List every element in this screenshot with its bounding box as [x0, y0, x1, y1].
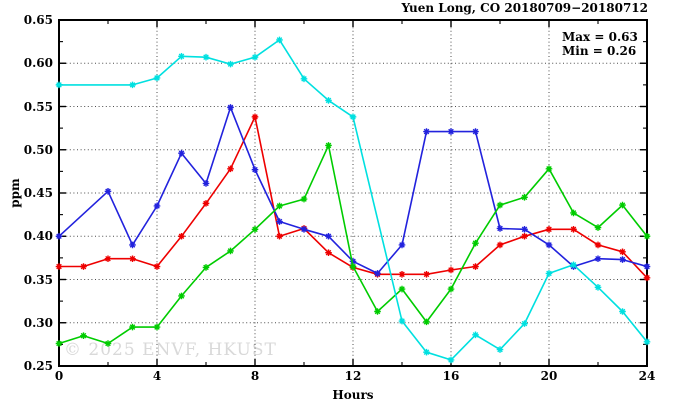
max-value-label: Max = 0.63	[562, 30, 638, 44]
series-cyan-markers	[55, 36, 651, 364]
min-value-label: Min = 0.26	[562, 44, 637, 58]
y-tick-label: 0.60	[23, 56, 53, 71]
x-tick-label: 20	[540, 369, 558, 383]
x-tick-label: 24	[638, 369, 656, 383]
x-tick-label: 12	[344, 369, 362, 383]
stats-annotation: Max = 0.63 Min = 0.26	[562, 30, 638, 58]
series-blue-line	[58, 106, 648, 275]
chart-title: Yuen Long, CO 20180709−20180712	[401, 1, 648, 15]
x-tick-label: 16	[442, 369, 460, 383]
watermark: © 2025 ENVF, HKUST	[64, 340, 277, 360]
y-tick-label: 0.65	[23, 13, 53, 27]
y-tick-label: 0.30	[23, 315, 53, 330]
y-tick-label: 0.50	[23, 142, 53, 157]
y-tick-label: 0.35	[23, 272, 53, 287]
x-axis-title: Hours	[332, 388, 374, 402]
series-cyan-line	[59, 39, 648, 361]
y-tick-label: 0.55	[23, 99, 53, 114]
x-tick-label: 8	[250, 369, 260, 383]
y-tick-label: 0.45	[23, 186, 53, 200]
x-tick-label: 4	[152, 369, 162, 383]
y-tick-label: 0.25	[23, 359, 53, 373]
y-tick-label: 0.40	[23, 229, 53, 244]
series-green-markers	[55, 142, 651, 347]
series-blue-markers	[55, 104, 651, 277]
x-tick-label: 0	[54, 369, 64, 383]
